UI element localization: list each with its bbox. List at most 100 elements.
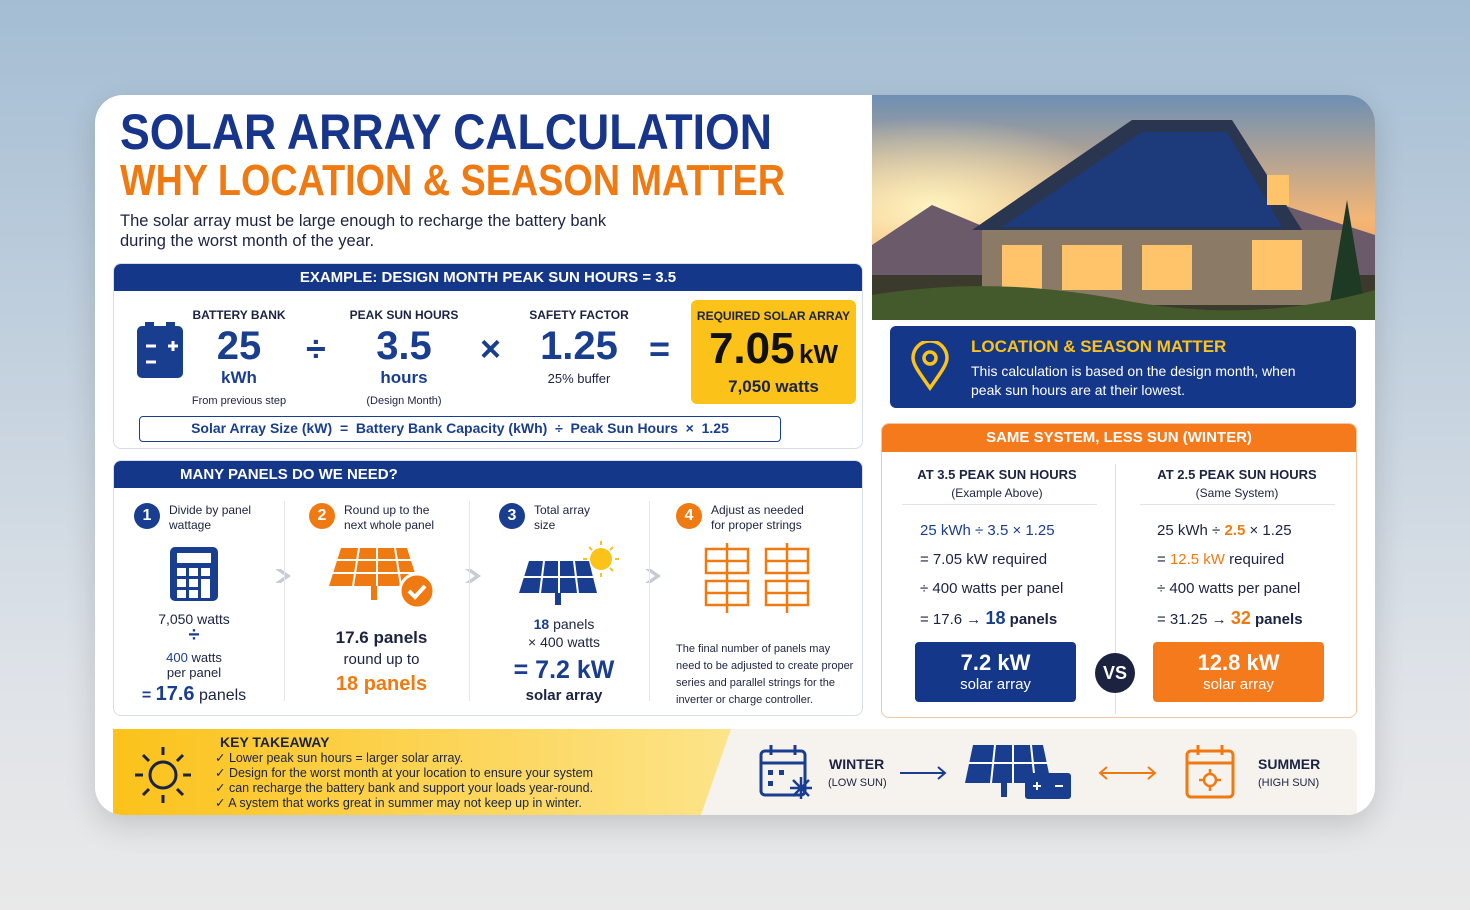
- safety-label: SAFETY FACTOR: [529, 308, 629, 322]
- seg: 25 kWh ÷: [1157, 522, 1221, 539]
- house-photo: [872, 95, 1375, 320]
- step1-b-value: 400: [166, 650, 188, 665]
- seg: 2.5: [1224, 522, 1246, 539]
- takeaway-title: KEY TAKEAWAY: [220, 734, 330, 750]
- vs-badge: VS: [1095, 653, 1135, 693]
- sun-note: (Design Month): [366, 395, 442, 407]
- panel-sun-icon: [519, 541, 619, 605]
- right-line2: = 12.5 kW required: [1157, 551, 1284, 569]
- seg: 1.25: [1025, 522, 1055, 539]
- right-result: 12.8 kW solar array: [1153, 642, 1324, 702]
- divider: [1115, 464, 1116, 714]
- step1-op: ÷: [188, 624, 200, 646]
- location-text: This calculation is based on the design …: [971, 363, 1296, 398]
- divider: [284, 501, 285, 701]
- step-title: Divide by panel wattage: [169, 503, 252, 532]
- step4-text: The final number of panels may need to b…: [676, 643, 854, 706]
- step2-b: round up to: [343, 651, 420, 668]
- left-heading: AT 3.5 PEAK SUN HOURS: [917, 467, 1077, 482]
- result-label: REQUIRED SOLAR ARRAY: [696, 309, 851, 323]
- step3-a-value: 18: [533, 616, 550, 632]
- safety-note: 25% buffer: [547, 371, 611, 386]
- calculator-icon: [170, 547, 218, 601]
- step1-b-unit: watts: [191, 650, 222, 665]
- step3-b: × 400 watts: [528, 634, 600, 650]
- step3-a-unit: panels: [553, 616, 595, 632]
- left-result: 7.2 kW solar array: [915, 642, 1076, 702]
- divider: [469, 501, 470, 701]
- result-box: REQUIRED SOLAR ARRAY 7.05 kW 7,050 watts: [691, 300, 856, 404]
- left-line4: = 17.6 → 18 panels: [920, 609, 1057, 629]
- step2-c: 18 panels: [335, 673, 428, 695]
- bullet: ✓ A system that works great in summer ma…: [215, 796, 582, 810]
- winter-sub: (LOW SUN): [828, 777, 887, 789]
- step-number: 4: [676, 503, 702, 529]
- sun-value: 3.5: [376, 324, 432, 368]
- safety-value: 1.25: [540, 324, 618, 368]
- location-title: LOCATION & SEASON MATTER: [971, 337, 1227, 356]
- seg: = 31.25 →: [1157, 611, 1227, 628]
- seg: = 17.6 →: [920, 611, 982, 628]
- left-sub: (Example Above): [951, 486, 1043, 500]
- step3-c-value: 7.2 kW: [535, 656, 615, 684]
- step-title: Round up to the next whole panel: [344, 503, 435, 532]
- subtitle: WHY LOCATION & SEASON MATTER: [120, 156, 785, 203]
- rule: [1140, 504, 1335, 505]
- step1-c: per panel: [166, 665, 222, 680]
- step1-d-value: 17.6: [155, 683, 195, 705]
- battery-note: From previous step: [191, 395, 287, 407]
- bullet: ✓ Design for the worst month at your loc…: [215, 766, 594, 780]
- right-result-value: 12.8 kW: [1197, 650, 1280, 675]
- sun-icon: [135, 747, 191, 803]
- left-result-label: solar array: [960, 676, 1031, 693]
- takeaway-bullets: ✓ Lower peak sun hours = larger solar ar…: [215, 751, 593, 811]
- example-panel: EXAMPLE: DESIGN MONTH PEAK SUN HOURS = 3…: [113, 263, 863, 449]
- result-unit: kW: [799, 339, 839, 369]
- left-line1: 25 kWh ÷ 3.5 × 1.25: [920, 522, 1055, 540]
- right-result-label: solar array: [1203, 676, 1274, 693]
- result-line: 7.05 kW: [691, 324, 856, 374]
- step-title: Total array size: [534, 503, 591, 532]
- seg: 32: [1230, 608, 1251, 628]
- equals-op: =: [649, 328, 671, 369]
- example-header: EXAMPLE: DESIGN MONTH PEAK SUN HOURS = 3…: [114, 264, 862, 291]
- winter-panel: SAME SYSTEM, LESS SUN (WINTER) AT 3.5 PE…: [881, 423, 1357, 718]
- left-line3: ÷ 400 watts per panel: [920, 580, 1064, 597]
- seg: 18: [985, 608, 1006, 628]
- season-icons: [759, 744, 1235, 799]
- divider: [649, 501, 650, 701]
- step2-a: 17.6 panels: [335, 628, 428, 647]
- bullet: ✓ can recharge the battery bank and supp…: [215, 781, 594, 795]
- panel-check-icon: [329, 547, 436, 610]
- seg: × 1.25: [1249, 522, 1292, 539]
- right-line1: 25 kWh ÷ 2.5 × 1.25: [1157, 522, 1292, 540]
- title: SOLAR ARRAY CALCULATION: [120, 104, 772, 160]
- right-line4: = 31.25 → 32 panels: [1157, 609, 1303, 629]
- winter-header: SAME SYSTEM, LESS SUN (WINTER): [882, 424, 1356, 452]
- sun-unit: hours: [380, 368, 428, 387]
- step3-c: = 7.2 kW: [484, 656, 644, 685]
- right-line3: ÷ 400 watts per panel: [1157, 580, 1301, 597]
- result-value: 7.05: [708, 324, 795, 373]
- pin-icon: [911, 341, 949, 391]
- step-number: 3: [499, 503, 525, 529]
- sun-label: PEAK SUN HOURS: [349, 308, 459, 322]
- step3-eq: =: [513, 656, 529, 684]
- takeaway-bg: [113, 729, 731, 815]
- times-op: ×: [480, 328, 502, 369]
- step3-d: solar array: [525, 687, 603, 704]
- location-box: LOCATION & SEASON MATTER This calculatio…: [890, 326, 1356, 408]
- seg: 25 kWh: [920, 522, 971, 539]
- seg: panels: [1255, 611, 1303, 628]
- step-title: Adjust as needed for proper strings: [711, 503, 804, 532]
- result-watts: 7,050 watts: [728, 377, 819, 396]
- step1-d: = 17.6 panels: [124, 683, 264, 706]
- battery-label: BATTERY BANK: [192, 308, 286, 322]
- seg: required: [1229, 551, 1285, 568]
- rule: [902, 504, 1097, 505]
- strings-icon: [704, 543, 810, 613]
- title-svg: SOLAR ARRAY CALCULATION WHY LOCATION & S…: [120, 104, 785, 203]
- step1-b: 400 watts: [134, 650, 254, 665]
- bullet: ✓ Lower peak sun hours = larger solar ar…: [215, 751, 464, 765]
